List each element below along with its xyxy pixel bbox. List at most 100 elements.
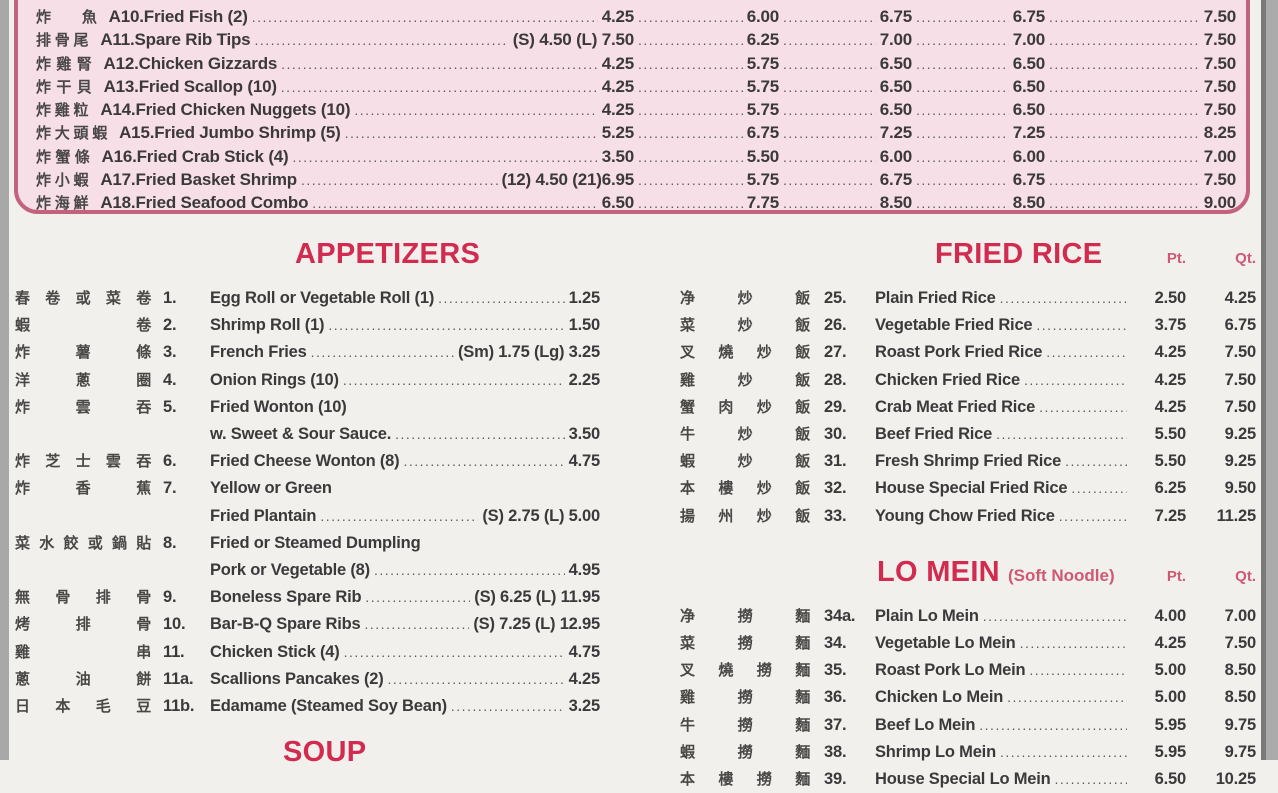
item-pint-price: 2.50 [1154, 289, 1187, 307]
dot-leader [395, 421, 565, 448]
item-pint-price: 7.25 [1154, 506, 1187, 525]
dot-leader [916, 149, 1009, 165]
lo-mein-header: LO MEIN (Soft Noodle) Pt. Qt. [660, 556, 1256, 589]
item-price-5: 7.50 [1203, 100, 1236, 120]
item-name: Vegetable Lo Mein [875, 634, 1016, 653]
item-quart-price: 9.25 [1224, 452, 1257, 471]
item-price-5: 9.00 [1203, 193, 1236, 213]
dot-leader [344, 639, 565, 666]
menu-item-row: 蔥 油 餅 11a. Scallions Pancakes (2) 4.25 [15, 666, 600, 693]
item-quart-price: 9.75 [1224, 715, 1257, 734]
item-number: A18. [100, 193, 136, 213]
dot-leader [252, 9, 598, 25]
item-number: A11. [100, 30, 135, 50]
item-lines: Fried Cheese Wonton (8) 4.75 [210, 448, 600, 475]
item-chinese-name: 炸 小 蝦 [36, 172, 89, 190]
item-chinese-name: 烤 排 骨 [15, 616, 151, 634]
item-quart-price: 7.50 [1224, 370, 1257, 389]
item-line: Onion Rings (10) 2.25 [210, 367, 600, 394]
item-name: Fried Jumbo Shrimp (5) [154, 123, 341, 143]
menu-item-row: 春 卷 或 菜 卷 1. Egg Roll or Vegetable Roll … [15, 285, 600, 312]
item-number: 11a. [163, 669, 194, 688]
item-price-5: 7.50 [1203, 30, 1236, 50]
item-price: 2.25 [568, 370, 601, 389]
item-price-5: 7.50 [1203, 76, 1236, 96]
item-number: 10. [163, 615, 186, 634]
item-name: Fried Basket Shrimp [135, 170, 297, 190]
menu-item-row: 菜 炒 飯 26. Vegetable Fried Rice 3.75 6.75 [660, 312, 1256, 339]
item-name: Fried Plantain [210, 506, 317, 525]
menu-item-row: 日 本 毛 豆 11b. Edamame (Steamed Soy Bean) … [15, 693, 600, 720]
menu-item-row: 叉 燒 炒 飯 27. Roast Pork Fried Rice 4.25 7… [660, 339, 1256, 366]
item-line: French Fries (Sm) 1.75 (Lg) 3.25 [210, 339, 600, 366]
item-quart-price: 9.25 [1224, 425, 1257, 444]
fried-rice-title: FRIED RICE [935, 238, 1103, 270]
item-price-3: 6.75 [879, 170, 912, 190]
dot-leader [638, 56, 743, 72]
appetizers-list: 春 卷 或 菜 卷 1. Egg Roll or Vegetable Roll … [15, 285, 600, 720]
item-chinese-name: 菜 撈 麵 [680, 635, 810, 653]
item-chinese-name: 蝦 卷 [15, 317, 151, 335]
item-lines: Edamame (Steamed Soy Bean) 3.25 [210, 693, 600, 720]
menu-item-row: 蟹 肉 炒 飯 29. Crab Meat Fried Rice 4.25 7.… [660, 394, 1256, 421]
item-price-2: 6.75 [746, 123, 779, 143]
item-name: Boneless Spare Rib [210, 588, 362, 607]
item-name: Scallions Pancakes (2) [210, 669, 384, 688]
item-price-5: 7.00 [1203, 146, 1236, 166]
item-name: Plain Fried Rice [875, 289, 996, 307]
item-number: 32. [824, 479, 847, 498]
menu-item-row: 炸 蟹 條 A16. Fried Crab Stick (4) 3.50 5.5… [36, 146, 1236, 169]
menu-item-row: 本 樓 炒 飯 32. House Special Fried Rice 6.2… [660, 475, 1256, 502]
menu-item-row: 炸 干 貝 A13. Fried Scallop (10) 4.25 5.75 … [36, 76, 1236, 99]
item-price-3: 6.50 [879, 53, 912, 73]
menu-item-row: 炸 芝 士 雲 吞 6. Fried Cheese Wonton (8) 4.7… [15, 448, 600, 475]
item-price-2: 5.50 [746, 146, 779, 166]
item-line: Fried Cheese Wonton (8) 4.75 [210, 448, 600, 475]
item-name: Edamame (Steamed Soy Bean) [210, 697, 447, 716]
item-line: Fried Wonton (10) [210, 394, 600, 421]
dot-leader [293, 149, 598, 165]
menu-item-row: 雞 撈 麵 36. Chicken Lo Mein 5.00 8.50 [660, 684, 1256, 711]
appetizers-header: APPETIZERS [15, 238, 600, 271]
item-name: Fried Fish (2) [143, 7, 248, 26]
item-name: Fried Scallop (10) [138, 76, 277, 96]
item-name: Yellow or Green [210, 479, 332, 498]
menu-item-row: 牛 炒 飯 30. Beef Fried Rice 5.50 9.25 [660, 421, 1256, 448]
dot-leader [783, 56, 876, 72]
item-chinese-name: 雞 撈 麵 [680, 689, 810, 707]
item-quart-price: 7.00 [1224, 606, 1257, 625]
dot-leader [1029, 657, 1127, 684]
item-name: French Fries [210, 343, 307, 362]
dot-leader [1059, 503, 1127, 530]
item-number: 34. [824, 634, 847, 653]
fried-items-rows: 炸 魚 A10. Fried Fish (2) 4.25 6.00 6.75 6… [36, 6, 1236, 216]
item-price: (S) 6.25 (L) 11.95 [474, 588, 600, 607]
item-price-5: 7.50 [1203, 170, 1236, 190]
item-pint-price: 4.25 [1154, 634, 1187, 653]
item-quart-price: 4.25 [1224, 289, 1257, 307]
item-price: 1.25 [568, 289, 601, 307]
dot-leader [638, 125, 743, 141]
menu-item-row: 洋 蔥 圈 4. Onion Rings (10) 2.25 [15, 367, 600, 394]
dot-leader [783, 125, 876, 141]
item-chinese-name: 炸 芝 士 雲 吞 [15, 453, 151, 471]
dot-leader [783, 172, 876, 188]
item-price: 4.95 [568, 561, 601, 580]
item-quart-price: 7.50 [1224, 397, 1257, 416]
item-chinese-name: 本 樓 撈 麵 [680, 771, 810, 789]
item-line: Fried Plantain (S) 2.75 (L) 5.00 [210, 503, 600, 530]
item-pint-price: 5.95 [1154, 742, 1187, 761]
menu-item-row: 雞 炒 飯 28. Chicken Fried Rice 4.25 7.50 [660, 367, 1256, 394]
item-pint-price: 4.25 [1154, 370, 1187, 389]
item-price: 4.75 [568, 452, 601, 471]
item-name: Crab Meat Fried Rice [875, 397, 1036, 416]
item-chinese-name: 蝦 撈 麵 [680, 743, 810, 761]
dot-leader [783, 9, 876, 25]
dot-leader [996, 421, 1127, 448]
item-price-1: (12) 4.50 (21)6.95 [501, 170, 635, 190]
menu-item-row: 烤 排 骨 10. Bar-B-Q Spare Ribs (S) 7.25 (L… [15, 611, 600, 638]
menu-item-row: 菜 撈 麵 34. Vegetable Lo Mein 4.25 7.50 [660, 630, 1256, 657]
item-chinese-name: 洋 蔥 圈 [15, 371, 151, 389]
dot-leader [403, 448, 564, 475]
menu-item-row: 本 樓 撈 麵 39. House Special Lo Mein 6.50 1… [660, 766, 1256, 793]
